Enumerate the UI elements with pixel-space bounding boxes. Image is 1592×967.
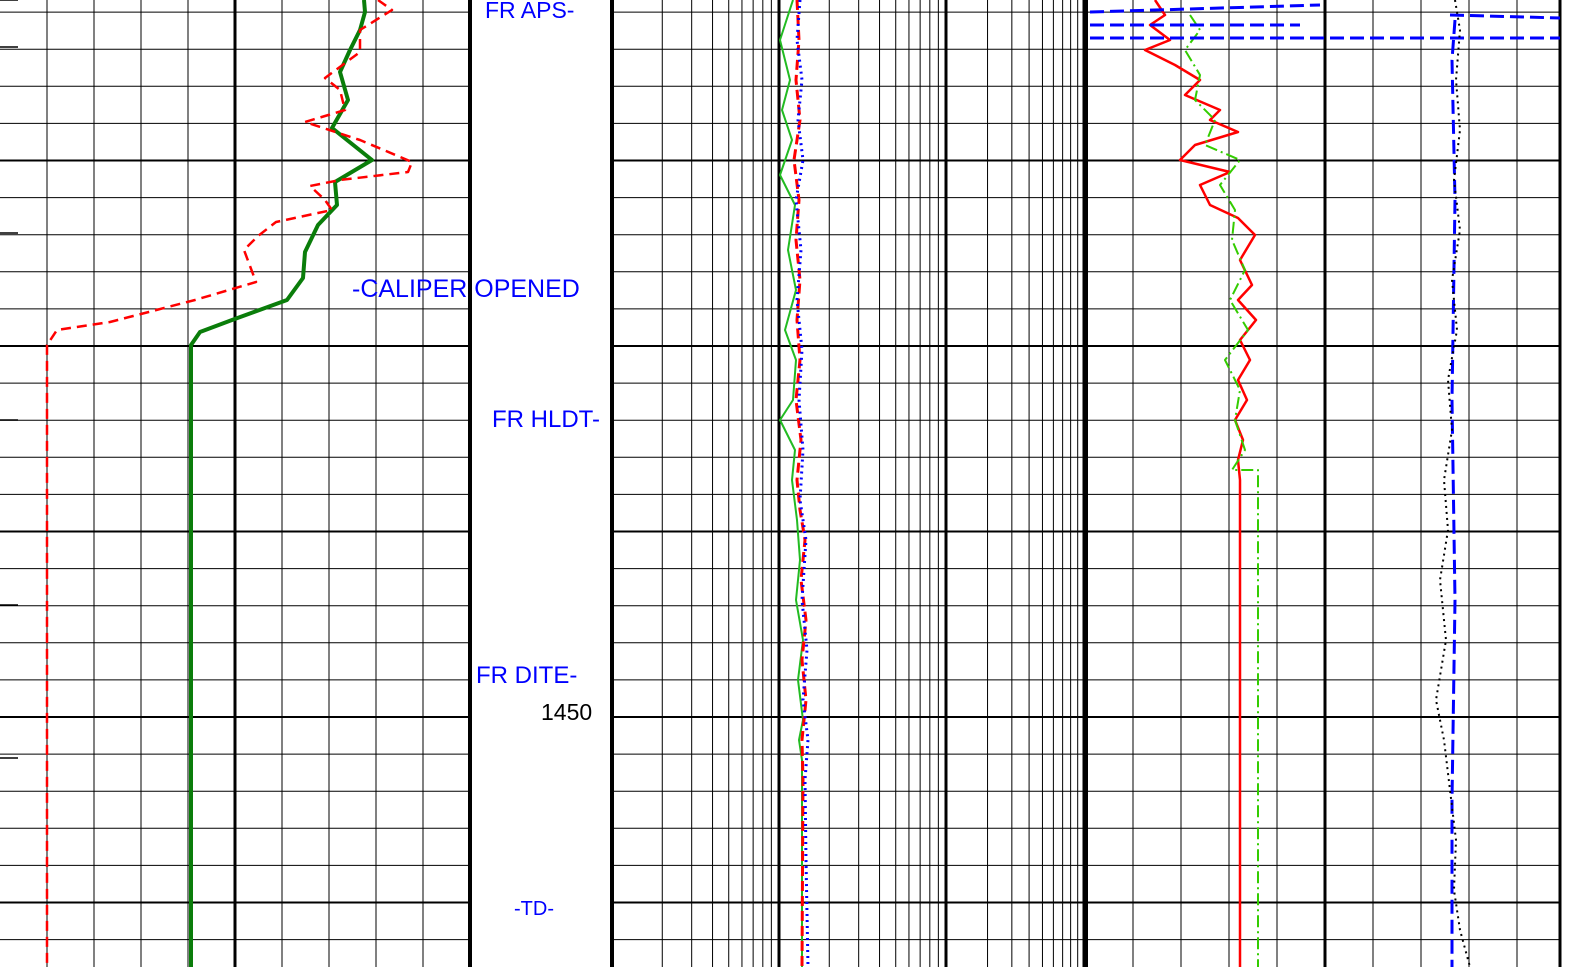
caliper-curve	[45, 0, 414, 967]
resistivity-medium-curve	[792, 0, 808, 967]
resistivity-shallow-curve	[794, 0, 810, 967]
annotation-caliper-opened: -CALIPER OPENED	[352, 275, 580, 303]
neutron-porosity-curve	[1184, 14, 1259, 967]
annotation-fr-hldt: FR HLDT-	[492, 406, 600, 433]
log-curves	[45, 0, 1561, 967]
density-curve	[1143, 0, 1258, 967]
depth-label: 1450	[541, 699, 592, 725]
annotation-td: -TD-	[514, 898, 554, 920]
annotation-fr-aps: FR APS-	[485, 0, 574, 23]
annotation-fr-dite: FR DITE-	[476, 662, 577, 689]
gamma-ray-curve	[189, 0, 374, 967]
resistivity-deep-curve	[779, 0, 804, 967]
porosity-dashed-curve	[1089, 3, 1561, 967]
depth-track-annotations: FR APS- -CALIPER OPENED FR HLDT- FR DITE…	[352, 0, 600, 920]
